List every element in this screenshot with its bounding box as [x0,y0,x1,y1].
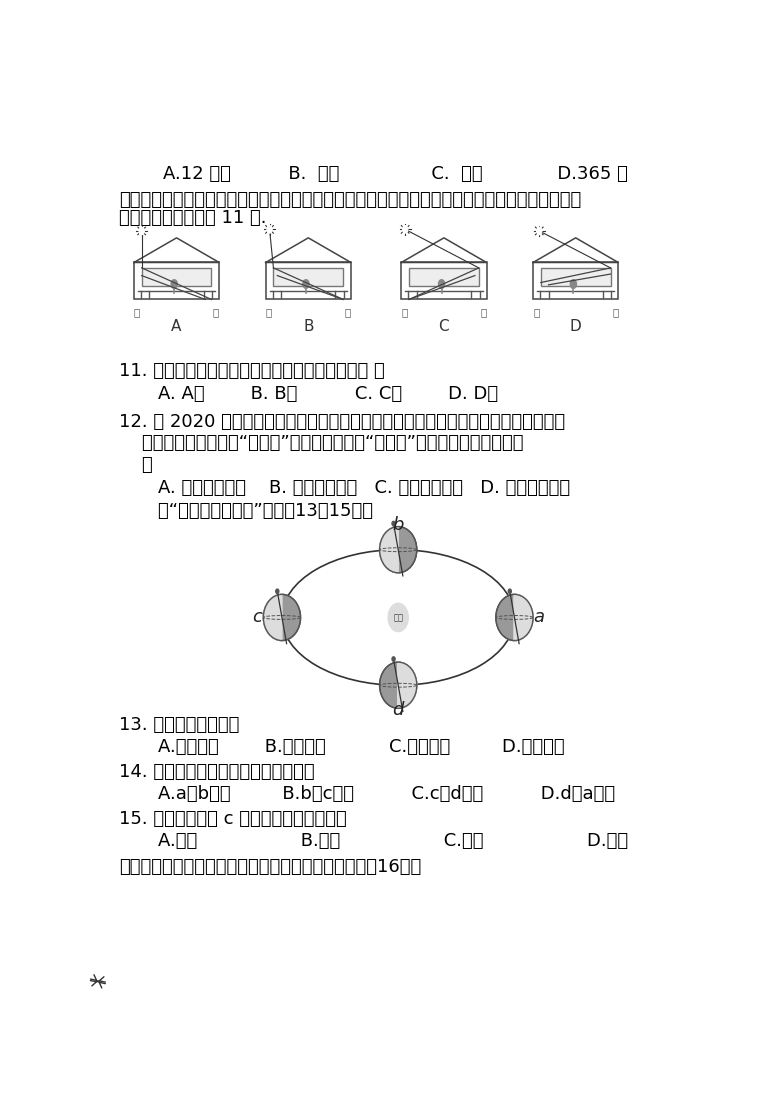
Polygon shape [380,526,399,572]
Text: 11. 四幅图中有一幅是冬至日的记录图，该图是（ ）: 11. 四幅图中有一幅是冬至日的记录图，该图是（ ） [119,362,385,379]
Ellipse shape [496,595,533,641]
Text: 北: 北 [612,307,619,318]
Polygon shape [399,662,417,708]
Polygon shape [515,595,533,641]
Bar [134,263,219,299]
Text: d: d [392,700,404,719]
Text: 北: 北 [480,307,487,318]
Text: c: c [252,609,262,627]
Text: 如下图是太阳直射点一年当中回归运动的示意图，完成16题。: 如下图是太阳直射点一年当中回归运动的示意图，完成16题。 [119,858,421,877]
Text: A. A图        B. B图          C. C图        D. D图: A. A图 B. B图 C. C图 D. D图 [135,385,498,403]
Text: C: C [438,319,449,334]
Text: D: D [570,319,582,334]
Text: 所示），据图回答第 11 题.: 所示），据图回答第 11 题. [119,210,267,227]
Bar [409,268,479,287]
Text: 南: 南 [533,307,539,318]
Text: 候。当她向姑妈问候“新年好”时，姑妈却回答“除夕好”。对此现象解释正确的: 候。当她向姑妈问候“新年好”时，姑妈却回答“除夕好”。对此现象解释正确的 [119,435,523,452]
Circle shape [171,280,177,288]
Bar [533,263,619,299]
Text: 15. 当地球运动到 c 处时，北半球的季节是: 15. 当地球运动到 c 处时，北半球的季节是 [119,810,347,828]
Text: A.12 小时          B.  一年                C.  一天             D.365 天: A.12 小时 B. 一年 C. 一天 D.365 天 [140,164,628,183]
Bar [401,263,487,299]
Text: A.夏季                  B.春季                  C.秋季                  D.冬季: A.夏季 B.春季 C.秋季 D.冬季 [135,832,628,849]
Text: 读“地球公转示意图”，完成13～15题。: 读“地球公转示意图”，完成13～15题。 [135,502,373,520]
Ellipse shape [380,662,417,708]
Circle shape [509,589,512,593]
Circle shape [438,280,445,288]
Text: 南: 南 [401,307,407,318]
Text: A.a、b之间         B.b、c之间          C.c、d之间          D.d、a之间: A.a、b之间 B.b、c之间 C.c、d之间 D.d、a之间 [135,784,615,803]
Text: a: a [534,609,544,627]
Text: A.自西向东        B.自东向西           C.自南向北         D.自北向南: A.自西向东 B.自东向西 C.自南向北 D.自北向南 [135,738,564,756]
Text: 烟台的小明善于观察，一年中，他在不同时期观察并记录了当地正午时刻教室内的光照情况（如图: 烟台的小明善于观察，一年中，他在不同时期观察并记录了当地正午时刻教室内的光照情况… [119,191,581,208]
Circle shape [267,226,272,233]
Circle shape [537,227,542,235]
Text: B: B [303,319,314,334]
Text: A. 两地季节不同    B. 两地远隔重洋   C. 两地存在时差   D. 两地习信不同: A. 两地季节不同 B. 两地远隔重洋 C. 两地存在时差 D. 两地习信不同 [135,479,570,496]
Text: 北: 北 [213,307,219,318]
Circle shape [139,227,144,235]
Text: 北: 北 [345,307,351,318]
Text: 13. 地球公转的方向是: 13. 地球公转的方向是 [119,716,239,733]
Circle shape [392,657,395,661]
Text: 是: 是 [119,456,153,474]
Circle shape [388,603,408,632]
Ellipse shape [380,526,417,572]
Text: b: b [392,516,404,534]
Text: 南: 南 [266,307,272,318]
Bar [142,268,211,287]
Text: 14. 我国国庆节期间，地球公转位置在: 14. 我国国庆节期间，地球公转位置在 [119,763,315,781]
Text: 南: 南 [134,307,140,318]
Bar [274,268,343,287]
Circle shape [303,280,309,288]
Circle shape [392,522,395,526]
Text: A: A [172,319,182,334]
Circle shape [276,589,279,593]
Bar [541,268,611,287]
Ellipse shape [264,595,300,641]
Circle shape [570,280,576,288]
Text: 12. 当 2020 年零点钟声敲响后，北京的晓红兴奋地给在美国的姑妈打电话送去新年问: 12. 当 2020 年零点钟声敲响后，北京的晓红兴奋地给在美国的姑妈打电话送去… [119,413,566,430]
Text: 太阳: 太阳 [393,613,403,622]
Bar [266,263,351,299]
Circle shape [402,226,408,233]
Polygon shape [264,595,282,641]
